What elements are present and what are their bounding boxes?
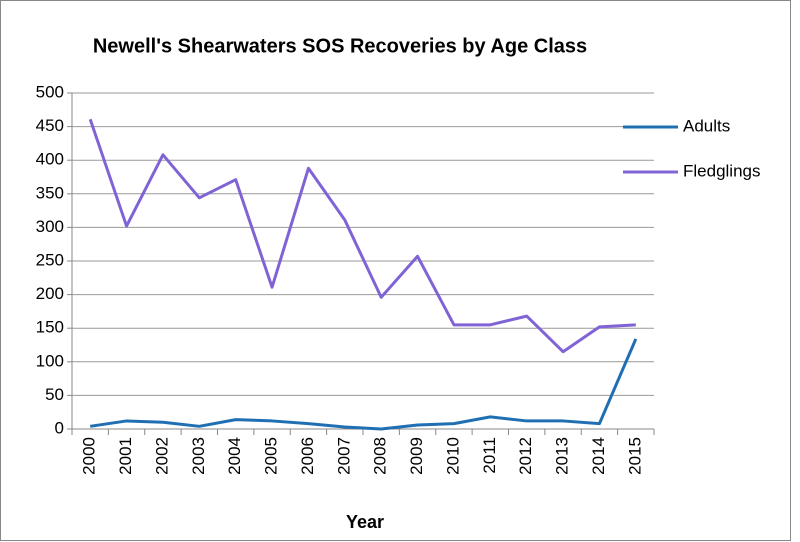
y-tick-label: 0 [55,418,64,437]
x-tick-label: 2005 [262,437,281,475]
x-tick-label: 2001 [116,437,135,475]
x-tick-label: 2004 [225,437,244,475]
x-tick-label: 2009 [407,437,426,475]
x-axis-title: Year [346,512,384,532]
x-tick-label: 2007 [334,437,353,475]
x-tick-label: 2014 [589,437,608,475]
y-tick-label: 500 [36,82,64,101]
y-tick-label: 400 [36,150,64,169]
y-tick-label: 100 [36,351,64,370]
x-tick-label: 2012 [516,437,535,475]
x-tick-label: 2010 [443,437,462,475]
y-tick-label: 350 [36,183,64,202]
y-tick-label: 200 [36,284,64,303]
x-tick-label: 2013 [553,437,572,475]
chart-title: Newell's Shearwaters SOS Recoveries by A… [93,35,587,57]
x-tick-label: 2006 [298,437,317,475]
x-tick-label: 2015 [625,437,644,475]
x-tick-label: 2008 [371,437,390,475]
y-tick-label: 150 [36,318,64,337]
data-line [89,338,638,431]
x-tick-label: 2011 [480,437,499,474]
legend-label: Fledglings [683,161,761,180]
x-tick-label: 2002 [152,437,171,475]
legend-label: Adults [683,116,730,135]
y-tick-label: 450 [36,116,64,135]
x-tick-label: 2003 [189,437,208,475]
y-tick-label: 250 [36,250,64,269]
y-tick-label: 50 [45,385,64,404]
y-tick-label: 300 [36,217,64,236]
x-tick-label: 2000 [80,437,99,475]
data-line [88,118,636,354]
